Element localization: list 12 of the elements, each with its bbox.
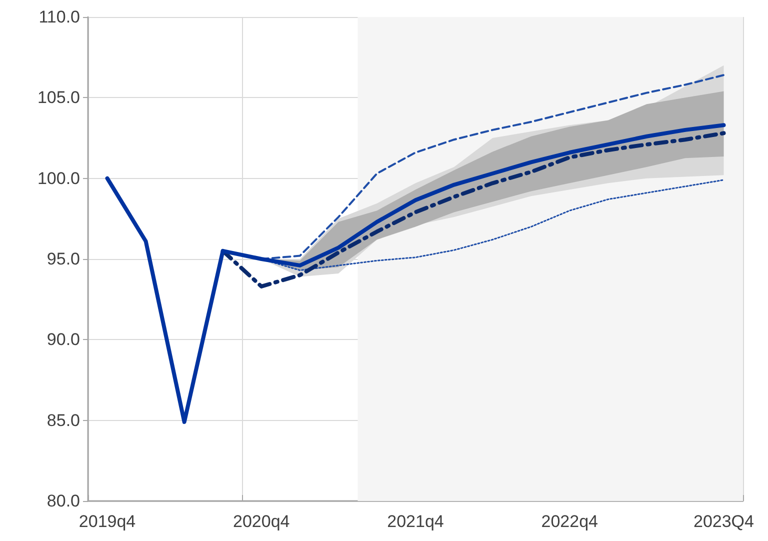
x-tick-label: 2019q4 xyxy=(78,512,136,531)
y-tick-label: 95.0 xyxy=(46,250,80,268)
y-tick-label: 90.0 xyxy=(46,330,80,350)
x-tick-label: 2023Q4 xyxy=(693,512,754,531)
x-tick-label: 2020q4 xyxy=(233,512,290,531)
y-tick-label: 110.0 xyxy=(38,8,80,26)
y-tick-label: 100.0 xyxy=(37,168,80,188)
y-tick-label: 80.0 xyxy=(46,492,80,510)
x-tick-label: 2022q4 xyxy=(541,512,598,531)
y-tick-label: 85.0 xyxy=(46,410,80,430)
y-tick-label: 105.0 xyxy=(37,88,80,108)
x-tick-label: 2021q4 xyxy=(387,512,444,531)
